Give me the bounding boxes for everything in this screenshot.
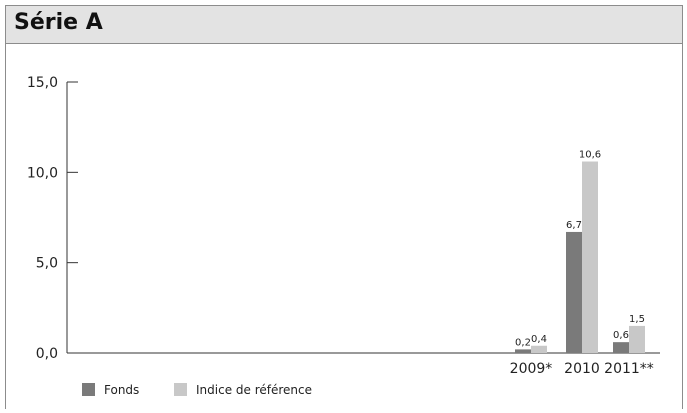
- x-tick-label: 2011**: [604, 361, 654, 377]
- data-label: 10,6: [579, 149, 601, 160]
- legend-swatch-fonds: [82, 383, 95, 396]
- data-label: 0,6: [613, 330, 629, 341]
- y-tick-label: 10,0: [27, 165, 58, 181]
- bar-fonds: [566, 231, 582, 353]
- chart-panel: Série A: [5, 5, 683, 409]
- bar-fonds: [515, 349, 531, 353]
- bar-indice: [629, 325, 645, 353]
- bar-fonds: [613, 342, 629, 353]
- chart-title: Série A: [14, 10, 103, 35]
- title-bar: Série A: [6, 6, 682, 44]
- data-label: 0,2: [515, 337, 531, 348]
- y-tick-label: 0,0: [36, 346, 58, 362]
- data-label: 1,5: [629, 314, 645, 325]
- x-tick-label: 2009*: [510, 361, 553, 377]
- legend-swatch-indice: [174, 383, 187, 396]
- x-tick-label: 2010: [564, 361, 600, 377]
- data-label: 6,7: [566, 220, 582, 231]
- y-tick-label: 5,0: [36, 256, 58, 272]
- data-label: 0,4: [531, 334, 547, 345]
- bar-indice: [531, 345, 547, 353]
- y-tick-label: 15,0: [27, 75, 58, 91]
- legend-label-indice: Indice de référence: [196, 383, 312, 397]
- bar-indice: [582, 161, 598, 353]
- legend-label-fonds: Fonds: [104, 383, 139, 397]
